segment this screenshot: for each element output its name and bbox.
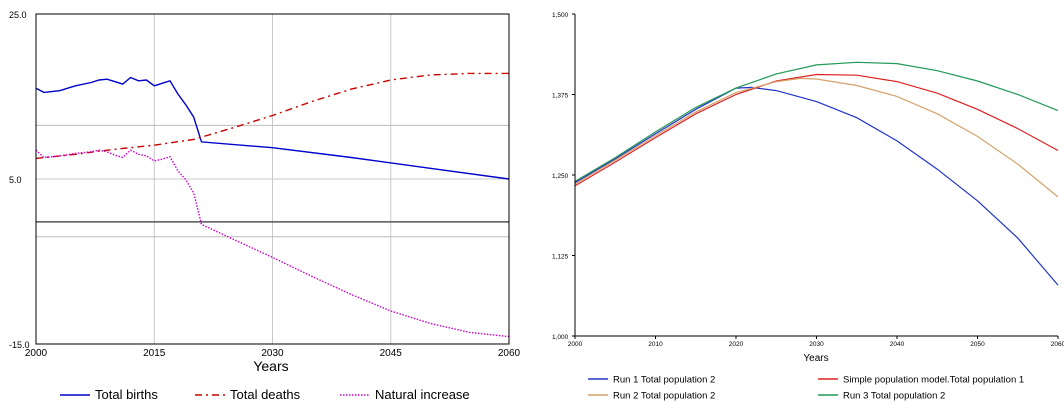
- x-tick-label: 2000: [568, 341, 583, 348]
- legend-label: Run 3 Total population 2: [843, 391, 945, 402]
- left-chart-legend: Total births Total deaths Natural increase: [60, 387, 470, 402]
- y-tick-label: 1,125: [552, 254, 569, 261]
- x-tick-label: 2045: [380, 348, 403, 359]
- right-chart-tick-labels: 1,000 1,125 1,250 1,375 1,500 2000 2010 2020 203…: [552, 12, 1064, 348]
- series-line-simple-population-model-total-population-1: [574, 73, 1059, 187]
- y-tick-label: 5.0: [9, 175, 22, 185]
- left-chart-tick-labels: 2000 2015 2030 2045 2060 25.0 5.0 -15.0: [9, 10, 521, 359]
- y-tick-label: 1,500: [552, 12, 569, 19]
- y-tick-label: 1,375: [552, 93, 569, 100]
- x-tick-label: 2050: [970, 341, 985, 348]
- series-line-total-deaths: [35, 72, 509, 160]
- legend-label: Run 2 Total population 2: [613, 391, 715, 402]
- x-tick-label: 2060: [498, 348, 521, 359]
- left-chart-x-axis-label: Years: [253, 358, 288, 374]
- right-chart-legend: Run 1 Total population 2 Simple populatio…: [588, 375, 1024, 402]
- right-chart-x-axis-label: Years: [803, 353, 828, 364]
- y-tick-label: 1,000: [552, 334, 569, 341]
- left-chart-frame: [35, 13, 510, 345]
- y-tick-label: 1,250: [552, 173, 569, 180]
- series-line-total-births: [35, 76, 510, 180]
- x-tick-label: 2030: [809, 341, 824, 348]
- x-tick-label: 2040: [890, 341, 905, 348]
- x-tick-label: 2015: [143, 348, 166, 359]
- x-tick-label: 2020: [729, 341, 744, 348]
- left-chart-series: [35, 72, 510, 338]
- series-line-natural-increase: [35, 149, 510, 338]
- y-tick-label: -15.0: [9, 340, 30, 350]
- right-chart-series: [574, 61, 1059, 286]
- series-line-run-1-total-population-2: [574, 86, 1059, 286]
- x-tick-label: 2030: [261, 348, 284, 359]
- series-line-run-3-total-population-2: [574, 61, 1059, 182]
- legend-label: Total births: [95, 387, 158, 402]
- x-tick-label: 2000: [25, 348, 48, 359]
- legend-label: Run 1 Total population 2: [613, 375, 715, 386]
- legend-label: Total deaths: [230, 387, 301, 402]
- x-tick-label: 2060: [1051, 341, 1064, 348]
- legend-label: Natural increase: [375, 387, 470, 402]
- left-chart-reference-lines: [36, 124, 509, 238]
- x-tick-label: 2010: [648, 341, 663, 348]
- y-tick-label: 25.0: [9, 10, 27, 20]
- series-line-run-2-total-population-2: [574, 77, 1059, 198]
- legend-label: Simple population model.Total population…: [843, 375, 1024, 386]
